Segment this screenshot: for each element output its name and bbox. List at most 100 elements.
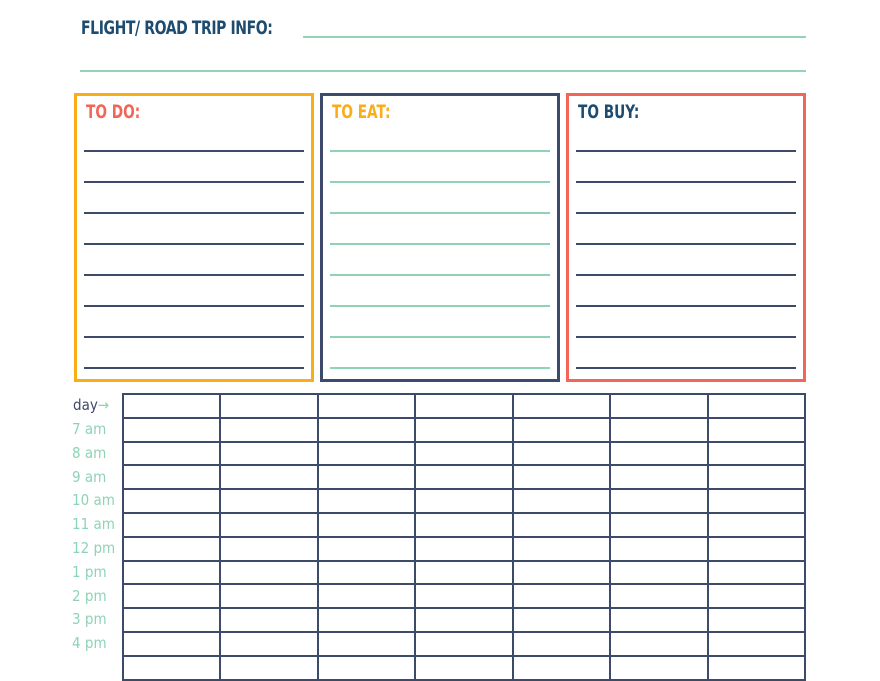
to-do-line[interactable]: [84, 243, 304, 245]
schedule-cell[interactable]: [609, 559, 709, 586]
schedule-cell[interactable]: [219, 631, 319, 657]
schedule-cell[interactable]: [414, 654, 514, 681]
to-buy-line[interactable]: [576, 212, 796, 214]
to-eat-line[interactable]: [330, 305, 550, 307]
schedule-cell[interactable]: [122, 583, 222, 610]
schedule-cell[interactable]: [219, 416, 319, 443]
schedule-cell[interactable]: [122, 416, 222, 443]
schedule-cell[interactable]: [316, 607, 417, 633]
schedule-cell[interactable]: [511, 440, 612, 467]
schedule-cell[interactable]: [511, 464, 612, 491]
schedule-cell[interactable]: [219, 607, 319, 633]
trip-info-line-2[interactable]: [80, 70, 806, 72]
to-eat-line[interactable]: [330, 150, 550, 152]
schedule-cell[interactable]: [219, 559, 319, 586]
schedule-cell[interactable]: [316, 583, 417, 610]
schedule-cell[interactable]: [414, 583, 514, 610]
schedule-cell[interactable]: [511, 607, 612, 633]
to-buy-line[interactable]: [576, 150, 796, 152]
day-header-cell[interactable]: [706, 393, 806, 419]
to-do-line[interactable]: [84, 181, 304, 183]
schedule-cell[interactable]: [219, 583, 319, 610]
schedule-cell[interactable]: [511, 488, 612, 514]
schedule-cell[interactable]: [122, 440, 222, 467]
to-eat-line[interactable]: [330, 336, 550, 338]
schedule-cell[interactable]: [122, 535, 222, 562]
schedule-cell[interactable]: [706, 654, 806, 681]
schedule-cell[interactable]: [122, 464, 222, 491]
schedule-cell[interactable]: [414, 607, 514, 633]
to-do-line[interactable]: [84, 150, 304, 152]
to-eat-line[interactable]: [330, 212, 550, 214]
to-eat-line[interactable]: [330, 274, 550, 276]
schedule-cell[interactable]: [609, 464, 709, 491]
schedule-cell[interactable]: [219, 464, 319, 491]
schedule-cell[interactable]: [706, 559, 806, 586]
day-header-cell[interactable]: [609, 393, 709, 419]
schedule-cell[interactable]: [706, 631, 806, 657]
to-buy-line[interactable]: [576, 305, 796, 307]
to-eat-line[interactable]: [330, 367, 550, 369]
schedule-cell[interactable]: [122, 488, 222, 514]
to-do-line[interactable]: [84, 212, 304, 214]
day-header-cell[interactable]: [122, 393, 222, 419]
schedule-cell[interactable]: [609, 535, 709, 562]
to-do-line[interactable]: [84, 336, 304, 338]
schedule-cell[interactable]: [219, 512, 319, 538]
schedule-cell[interactable]: [316, 631, 417, 657]
to-do-line[interactable]: [84, 305, 304, 307]
schedule-cell[interactable]: [414, 631, 514, 657]
to-buy-line[interactable]: [576, 243, 796, 245]
schedule-cell[interactable]: [414, 464, 514, 491]
schedule-cell[interactable]: [316, 535, 417, 562]
schedule-cell[interactable]: [414, 440, 514, 467]
schedule-cell[interactable]: [219, 654, 319, 681]
schedule-cell[interactable]: [511, 512, 612, 538]
schedule-cell[interactable]: [316, 488, 417, 514]
schedule-cell[interactable]: [609, 440, 709, 467]
schedule-cell[interactable]: [609, 607, 709, 633]
schedule-cell[interactable]: [706, 416, 806, 443]
schedule-cell[interactable]: [316, 464, 417, 491]
day-header-cell[interactable]: [316, 393, 417, 419]
schedule-cell[interactable]: [609, 631, 709, 657]
schedule-cell[interactable]: [609, 488, 709, 514]
to-buy-line[interactable]: [576, 274, 796, 276]
to-buy-line[interactable]: [576, 367, 796, 369]
schedule-cell[interactable]: [609, 583, 709, 610]
schedule-cell[interactable]: [706, 512, 806, 538]
day-header-cell[interactable]: [219, 393, 319, 419]
schedule-cell[interactable]: [122, 607, 222, 633]
schedule-cell[interactable]: [414, 559, 514, 586]
schedule-cell[interactable]: [706, 607, 806, 633]
schedule-cell[interactable]: [122, 559, 222, 586]
schedule-cell[interactable]: [609, 512, 709, 538]
schedule-cell[interactable]: [511, 631, 612, 657]
to-eat-line[interactable]: [330, 181, 550, 183]
schedule-cell[interactable]: [706, 583, 806, 610]
schedule-cell[interactable]: [511, 416, 612, 443]
day-header-cell[interactable]: [511, 393, 612, 419]
schedule-cell[interactable]: [219, 440, 319, 467]
to-buy-line[interactable]: [576, 336, 796, 338]
schedule-cell[interactable]: [414, 535, 514, 562]
schedule-cell[interactable]: [511, 559, 612, 586]
schedule-cell[interactable]: [414, 488, 514, 514]
schedule-cell[interactable]: [414, 512, 514, 538]
to-eat-line[interactable]: [330, 243, 550, 245]
schedule-cell[interactable]: [706, 440, 806, 467]
schedule-cell[interactable]: [122, 631, 222, 657]
schedule-cell[interactable]: [219, 488, 319, 514]
schedule-cell[interactable]: [511, 535, 612, 562]
to-do-line[interactable]: [84, 274, 304, 276]
schedule-cell[interactable]: [511, 654, 612, 681]
schedule-cell[interactable]: [316, 654, 417, 681]
schedule-cell[interactable]: [706, 464, 806, 491]
schedule-cell[interactable]: [316, 416, 417, 443]
schedule-cell[interactable]: [316, 559, 417, 586]
day-header-cell[interactable]: [414, 393, 514, 419]
schedule-cell[interactable]: [316, 440, 417, 467]
schedule-cell[interactable]: [511, 583, 612, 610]
schedule-cell[interactable]: [609, 416, 709, 443]
to-buy-line[interactable]: [576, 181, 796, 183]
